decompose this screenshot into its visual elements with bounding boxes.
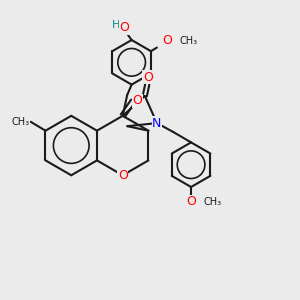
Text: CH₃: CH₃ [11,117,29,127]
Text: CH₃: CH₃ [204,197,222,207]
Text: O: O [118,169,128,182]
Text: N: N [152,117,162,130]
Text: O: O [133,94,142,107]
Text: O: O [162,34,172,47]
Text: O: O [186,195,196,208]
Text: H: H [112,20,120,30]
Text: O: O [119,21,129,34]
Text: CH₃: CH₃ [180,36,198,46]
Text: O: O [143,70,153,83]
